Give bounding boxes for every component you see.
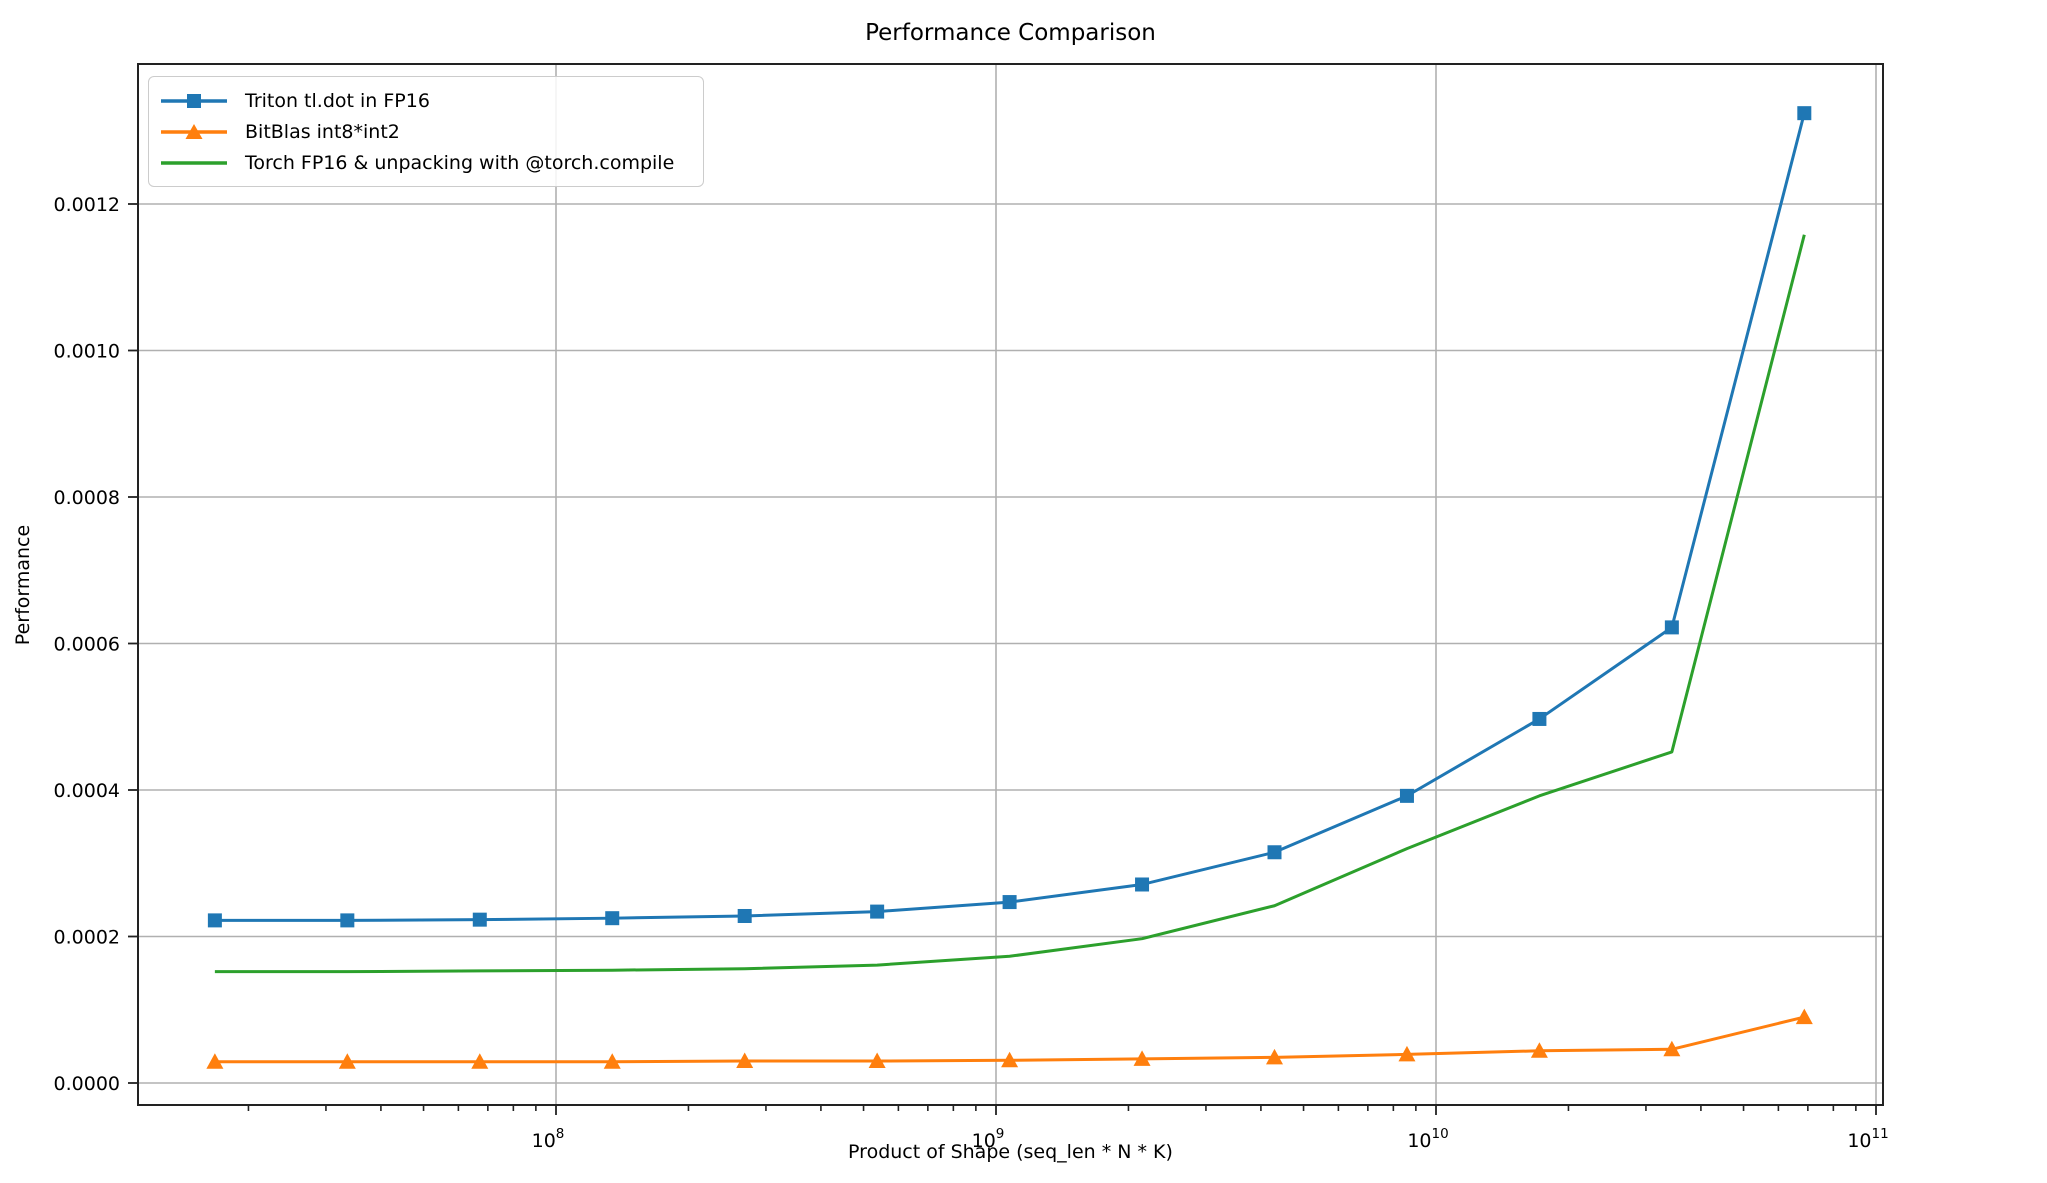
- series-marker: [737, 908, 752, 923]
- series-marker: [870, 904, 885, 919]
- legend-entry-triton: Triton tl.dot in FP16: [159, 85, 689, 116]
- series-marker: [1267, 845, 1282, 860]
- legend-label: BitBlas int8*int2: [245, 120, 400, 143]
- series-marker: [1795, 1008, 1813, 1025]
- series-marker: [338, 1053, 356, 1069]
- legend-swatch-line-icon: [161, 160, 227, 165]
- series-marker: [1133, 1050, 1151, 1066]
- series-line: [214, 234, 1806, 974]
- series-marker: [1664, 620, 1679, 635]
- legend-entry-torch: Torch FP16 & unpacking with @torch.compi…: [159, 147, 689, 178]
- series-marker: [471, 1053, 489, 1069]
- series-marker: [603, 1053, 621, 1069]
- y-axis-label: Performance: [12, 524, 34, 646]
- series-marker: [605, 911, 620, 926]
- plot-frame: [137, 63, 1884, 1106]
- legend-entry-bitblas: BitBlas int8*int2: [159, 116, 689, 147]
- y-tick-label: 0.0004: [54, 780, 120, 802]
- legend-swatch-line-triangle-icon: [161, 123, 227, 139]
- series-marker: [206, 1053, 224, 1069]
- y-tick-label: 0.0006: [54, 634, 120, 656]
- series-marker: [1399, 788, 1414, 803]
- x-tick-label: 1011: [1847, 1126, 1888, 1152]
- y-tick-label: 0.0000: [54, 1073, 120, 1095]
- series-marker: [340, 913, 355, 928]
- legend-label: Torch FP16 & unpacking with @torch.compi…: [245, 151, 675, 174]
- legend-marker: [187, 93, 201, 108]
- series-marker: [868, 1052, 886, 1069]
- y-tick-label: 0.0010: [54, 341, 120, 363]
- series-line: [214, 112, 1806, 922]
- legend-swatch-line-square-icon: [161, 93, 227, 108]
- series-marker: [1797, 106, 1812, 121]
- x-tick-label: 1010: [1407, 1126, 1448, 1152]
- y-tick-label: 0.0002: [54, 927, 120, 949]
- series-marker: [1002, 895, 1017, 910]
- y-tick-label: 0.0012: [54, 194, 120, 216]
- x-tick-label: 109: [972, 1126, 1005, 1152]
- legend-label: Triton tl.dot in FP16: [245, 89, 430, 112]
- legend: Triton tl.dot in FP16 BitBlas int8*int2 …: [148, 76, 704, 187]
- series-marker: [1135, 877, 1150, 892]
- x-axis-label: Product of Shape (seq_len * N * K): [848, 1141, 1173, 1163]
- y-tick-label: 0.0008: [54, 487, 120, 509]
- legend-marker: [185, 123, 203, 139]
- series-marker: [1266, 1048, 1284, 1065]
- series-marker: [207, 913, 222, 928]
- series-marker: [1398, 1045, 1416, 1062]
- chart-title: Performance Comparison: [865, 20, 1156, 46]
- series-marker: [1530, 1042, 1548, 1058]
- series-marker: [1001, 1051, 1019, 1068]
- series-marker: [472, 912, 487, 927]
- series-marker: [1663, 1040, 1681, 1057]
- x-tick-label: 108: [532, 1126, 565, 1152]
- series-marker: [736, 1052, 754, 1069]
- series-marker: [1532, 711, 1547, 726]
